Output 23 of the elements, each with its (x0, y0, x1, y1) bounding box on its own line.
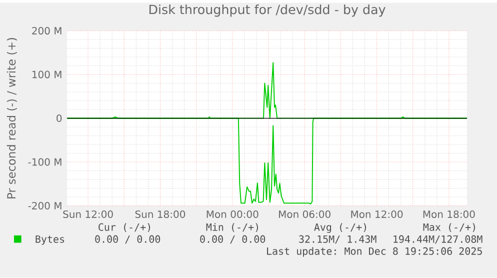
text: 0.00 / 0.00 (95, 235, 160, 244)
x-tick-label: Mon 12:00 (351, 210, 403, 218)
text: Avg (-/+) (314, 223, 366, 234)
chart-title: Disk throughput for /dev/sdd - by day (149, 4, 386, 17)
text: Last update: Mon Dec 8 19:25:06 2025 (267, 247, 482, 257)
text: 194.44M/127.08M (394, 235, 482, 244)
x-tick-label: Sun 18:00 (135, 210, 186, 218)
text: 32.15M/ 1.43M (299, 235, 376, 244)
x-tick-label: Sun 12:00 (63, 210, 113, 218)
text: Cur (-/+) (98, 223, 150, 232)
text: Min (-/+) (206, 223, 258, 232)
y-tick-label: -200 M (28, 202, 62, 210)
text: Max (-/+) (423, 223, 475, 232)
y-tick-label: 200 M (32, 27, 62, 35)
y-axis-title: Pr second read (-) / write (+) (6, 38, 17, 198)
y-tick-label: 100 M (32, 70, 62, 78)
legend-label: Bytes (36, 236, 64, 245)
x-tick-label: Mon 18:00 (423, 210, 475, 218)
text: 0.00 / 0.00 (200, 235, 266, 244)
y-tick-label: 0 (56, 114, 62, 122)
y-tick-label: -100 M (28, 158, 62, 166)
x-tick-label: Mon 06:00 (279, 210, 330, 218)
x-tick-label: Mon 00:00 (206, 210, 258, 218)
